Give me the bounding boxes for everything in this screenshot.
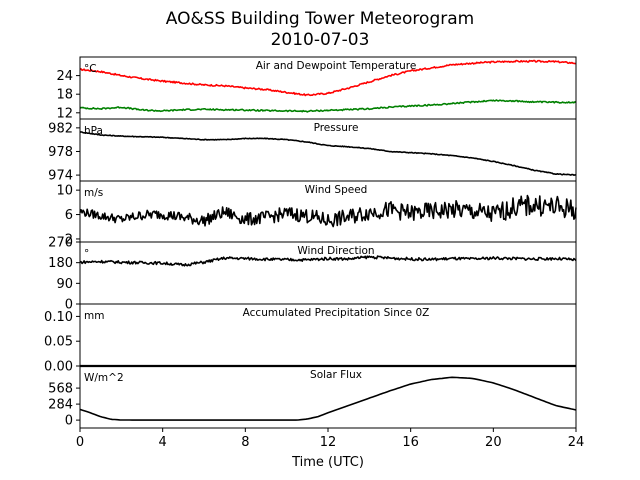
y-tick-label-wind_direction-2: 180 <box>48 256 73 271</box>
figure-title-line1: AO&SS Building Tower Meteorogram <box>166 9 474 29</box>
panel-title-pressure: Pressure <box>314 122 359 134</box>
y-tick-label-temp-2: 24 <box>56 69 73 84</box>
series-line-temp-0 <box>79 59 576 97</box>
panel-temp: 12 18 24 °C Air and Dewpoint Temperature <box>56 56 577 121</box>
y-tick-label-wind_direction-3: 270 <box>48 236 73 251</box>
panel-unit-precip: mm <box>84 310 104 322</box>
y-tick-label-solar-0: 0 <box>65 414 73 429</box>
series-line-wind_speed-0 <box>79 194 577 228</box>
series-line-solar-0 <box>79 376 577 421</box>
y-tick-label-wind_direction-1: 90 <box>56 277 73 292</box>
y-tick-label-precip-0: 0.00 <box>44 360 73 375</box>
panel-wind_speed: 2 6 10 m/s Wind Speed <box>56 180 577 247</box>
x-tick-label-2: 8 <box>241 435 249 450</box>
y-tick-label-pressure-0: 974 <box>48 169 73 184</box>
x-axis: 0 4 8 12 16 20 24 <box>76 428 584 450</box>
panel-unit-pressure: hPa <box>84 125 103 137</box>
panel-title-temp: Air and Dewpoint Temperature <box>256 60 417 72</box>
x-tick-label-4: 16 <box>402 435 419 450</box>
y-tick-label-precip-1: 0.05 <box>44 335 73 350</box>
y-tick-label-precip-2: 0.10 <box>44 310 73 325</box>
y-tick-label-temp-1: 18 <box>56 88 73 103</box>
y-tick-label-wind_speed-2: 10 <box>56 184 73 199</box>
y-tick-label-solar-2: 568 <box>48 382 73 397</box>
panel-precip: 0.00 0.05 0.10 mm Accumulated Precipitation … <box>44 303 577 375</box>
y-tick-label-temp-0: 12 <box>56 106 73 121</box>
y-tick-label-pressure-1: 978 <box>48 145 73 160</box>
panel-unit-solar: W/m^2 <box>84 372 124 384</box>
panel-title-wind_direction: Wind Direction <box>297 245 374 257</box>
y-tick-label-solar-1: 284 <box>48 398 73 413</box>
panel-unit-wind_speed: m/s <box>84 187 103 199</box>
series-line-temp-1 <box>79 99 577 113</box>
y-tick-label-wind_speed-0: 2 <box>65 232 73 247</box>
panel-unit-wind_direction: ° <box>84 248 89 260</box>
y-tick-label-pressure-2: 982 <box>48 121 73 136</box>
panel-unit-temp: °C <box>84 63 97 75</box>
y-tick-label-wind_direction-0: 0 <box>65 298 73 313</box>
figure-title-line2: 2010-07-03 <box>271 30 370 50</box>
x-axis-label: Time (UTC) <box>291 455 364 470</box>
y-tick-label-wind_speed-1: 6 <box>65 208 73 223</box>
series-line-pressure-0 <box>79 131 577 176</box>
panel-wind_direction: 0 90 180 270 ° Wind Direction <box>48 236 577 313</box>
panel-pressure: 974 978 982 hPa Pressure <box>48 118 577 184</box>
x-tick-label-6: 24 <box>568 435 585 450</box>
x-tick-label-3: 12 <box>320 435 337 450</box>
panel-title-solar: Solar Flux <box>310 369 362 381</box>
x-tick-label-0: 0 <box>76 435 84 450</box>
series-line-wind_direction-0 <box>79 255 577 267</box>
x-tick-label-1: 4 <box>159 435 167 450</box>
panel-title-wind_speed: Wind Speed <box>305 184 368 196</box>
panel-title-precip: Accumulated Precipitation Since 0Z <box>243 307 430 319</box>
x-tick-label-5: 20 <box>485 435 502 450</box>
